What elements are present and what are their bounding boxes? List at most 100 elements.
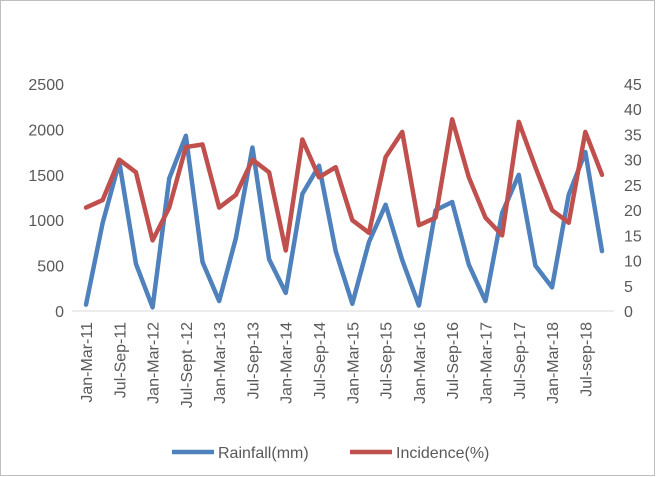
data-point-incidence [450,117,454,121]
data-point-incidence [250,158,254,162]
x-tick-label: Jan-Mar-13 [212,322,229,404]
data-point-rainfall [300,192,304,196]
x-axis-tick-labels: Jan-Mar-11 Jul-Sep-11 Jan-Mar-12 Jul-Sept -… [79,322,595,408]
right-y-tick-label: 35 [624,127,642,144]
data-point-rainfall [84,303,88,307]
data-point-incidence [167,206,171,210]
x-tick-label: Jul-sep-18 [578,322,595,397]
data-point-incidence [384,155,388,159]
legend-label-rainfall: Rainfall(mm) [218,445,309,462]
data-point-rainfall [567,193,571,197]
data-point-incidence [483,216,487,220]
right-y-axis: 0 5 10 15 20 25 30 35 40 45 [624,77,642,321]
data-point-rainfall [217,299,221,303]
data-point-incidence [467,175,471,179]
data-point-rainfall [234,236,238,240]
data-point-incidence [600,173,604,177]
data-point-incidence [84,206,88,210]
x-tick-label: Jan-Mar-12 [146,322,163,404]
data-point-incidence [533,165,537,169]
data-point-rainfall [367,240,371,244]
data-point-rainfall [500,211,504,215]
data-point-incidence [300,137,304,141]
data-point-incidence [151,238,155,242]
data-point-rainfall [400,258,404,262]
data-point-rainfall [267,257,271,261]
data-point-incidence [583,130,587,134]
data-point-incidence [567,221,571,225]
data-point-incidence [367,231,371,235]
x-tick-label: Jan-Mar-17 [478,322,495,404]
right-y-tick-label: 0 [624,304,633,321]
data-point-rainfall [533,264,537,268]
left-y-tick-label: 2000 [28,122,64,139]
data-point-rainfall [134,262,138,266]
left-y-tick-label: 0 [55,304,64,321]
data-point-rainfall [350,302,354,306]
data-point-incidence [134,170,138,174]
x-tick-label: Jan-Mar-11 [79,322,96,403]
left-y-tick-label: 2500 [28,77,64,94]
right-y-tick-label: 25 [624,178,642,195]
x-tick-label: Jan-Mar-15 [345,322,362,404]
x-tick-label: Jan-Mar-16 [412,322,429,404]
data-point-incidence [217,206,221,210]
right-y-tick-label: 15 [624,228,642,245]
data-point-rainfall [250,146,254,150]
data-point-rainfall [201,260,205,264]
data-point-rainfall [184,134,188,138]
x-tick-label: Jul-Sep-13 [245,322,262,399]
data-point-rainfall [467,263,471,267]
data-point-incidence [334,165,338,169]
x-tick-label: Jul-Sep-14 [312,322,329,399]
data-point-incidence [434,216,438,220]
data-point-rainfall [317,164,321,168]
series-layer [83,117,605,310]
legend-label-incidence: Incidence(%) [396,445,489,462]
data-point-rainfall [517,173,521,177]
data-point-incidence [101,198,105,202]
x-tick-label: Jul-Sep-15 [379,322,396,399]
x-tick-label: Jul-Sep-16 [445,322,462,399]
right-y-tick-label: 40 [624,102,642,119]
left-y-tick-label: 1000 [28,213,64,230]
data-point-incidence [317,175,321,179]
x-tick-label: Jan-Mar-18 [545,322,562,404]
data-point-rainfall [550,285,554,289]
data-point-incidence [117,158,121,162]
x-tick-label: Jan-Mar-14 [279,322,296,404]
x-tick-label: Jul-Sept -12 [179,322,196,408]
data-point-rainfall [483,299,487,303]
right-y-tick-label: 20 [624,203,642,220]
data-point-rainfall [384,203,388,207]
data-point-incidence [201,143,205,147]
data-point-incidence [400,130,404,134]
right-y-tick-label: 5 [624,279,633,296]
left-y-axis: 0 500 1000 1500 2000 2500 [28,77,64,321]
data-point-rainfall [417,304,421,308]
data-point-rainfall [334,249,338,253]
data-point-incidence [267,170,271,174]
series-line-rainfall [83,133,605,310]
chart-legend: Rainfall(mm) Incidence(%) [172,445,489,462]
right-y-tick-label: 30 [624,153,642,170]
data-point-incidence [500,233,504,237]
x-tick-label: Jul-Sep-17 [512,322,529,399]
right-y-tick-label: 45 [624,77,642,94]
data-point-rainfall [600,249,604,253]
x-tick-label: Jul-Sep-11 [112,322,129,398]
data-point-rainfall [167,176,171,180]
data-point-incidence [234,193,238,197]
data-point-rainfall [284,291,288,295]
series-line-incidence [83,117,605,253]
data-point-incidence [550,208,554,212]
data-point-incidence [417,223,421,227]
data-point-rainfall [583,150,587,154]
data-point-incidence [350,218,354,222]
data-point-incidence [517,120,521,124]
left-y-tick-label: 500 [37,259,64,276]
left-y-tick-label: 1500 [28,168,64,185]
data-point-incidence [284,248,288,252]
